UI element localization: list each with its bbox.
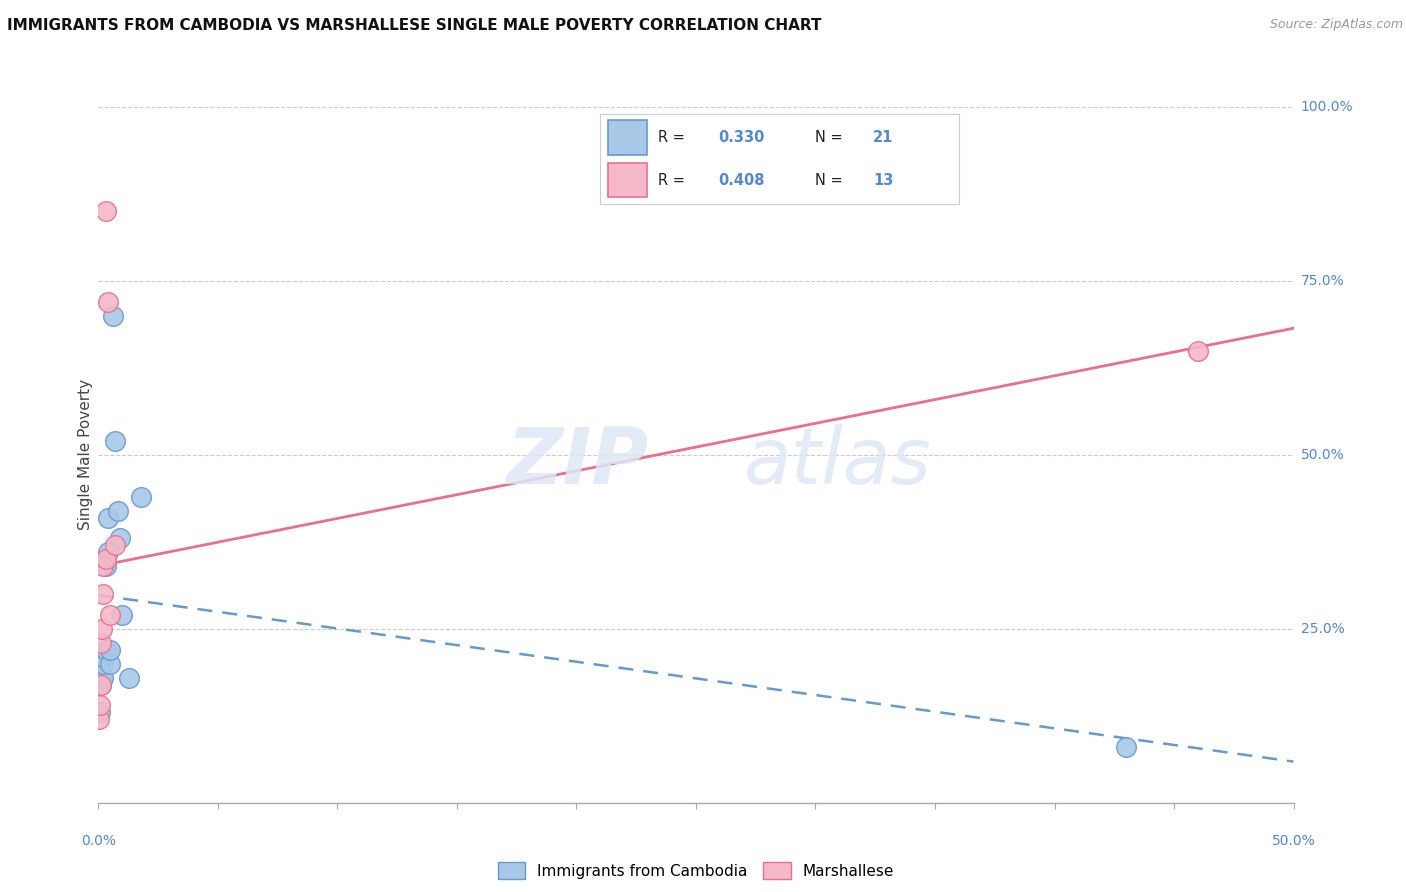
Point — [94, 559, 117, 574]
Point — [104, 434, 127, 448]
Point — [131, 490, 153, 504]
Point — [91, 657, 114, 671]
Point — [97, 545, 120, 559]
Point — [90, 671, 112, 685]
Text: 75.0%: 75.0% — [1301, 274, 1344, 288]
Point — [97, 294, 120, 309]
Point — [91, 622, 114, 636]
Text: Source: ZipAtlas.com: Source: ZipAtlas.com — [1270, 18, 1403, 31]
Point — [98, 607, 122, 622]
Text: 25.0%: 25.0% — [1301, 622, 1344, 636]
Point — [108, 532, 131, 546]
Text: IMMIGRANTS FROM CAMBODIA VS MARSHALLESE SINGLE MALE POVERTY CORRELATION CHART: IMMIGRANTS FROM CAMBODIA VS MARSHALLESE … — [7, 18, 821, 33]
Y-axis label: Single Male Poverty: Single Male Poverty — [77, 379, 93, 531]
Point — [107, 503, 129, 517]
Point — [90, 677, 112, 691]
Text: 0.0%: 0.0% — [82, 834, 115, 848]
Point — [101, 309, 124, 323]
Point — [91, 559, 114, 574]
Point — [111, 607, 134, 622]
Point — [91, 671, 114, 685]
Legend: Immigrants from Cambodia, Marshallese: Immigrants from Cambodia, Marshallese — [492, 855, 900, 886]
Point — [94, 642, 117, 657]
Point — [104, 538, 127, 552]
Point — [91, 649, 114, 664]
Point — [94, 552, 117, 566]
Text: 50.0%: 50.0% — [1301, 448, 1344, 462]
Point — [91, 657, 114, 671]
Text: ZIP: ZIP — [506, 424, 648, 500]
Point — [89, 712, 111, 726]
Point — [1115, 740, 1137, 755]
Text: atlas: atlas — [744, 424, 932, 500]
Point — [97, 510, 120, 524]
Point — [91, 587, 114, 601]
Point — [98, 642, 122, 657]
Text: 50.0%: 50.0% — [1271, 834, 1316, 848]
Point — [89, 706, 111, 720]
Point — [89, 698, 111, 713]
Point — [98, 657, 122, 671]
Text: 100.0%: 100.0% — [1301, 100, 1353, 114]
Point — [1187, 343, 1209, 358]
Point — [118, 671, 141, 685]
Point — [94, 204, 117, 219]
Point — [90, 677, 112, 691]
Point — [90, 636, 112, 650]
